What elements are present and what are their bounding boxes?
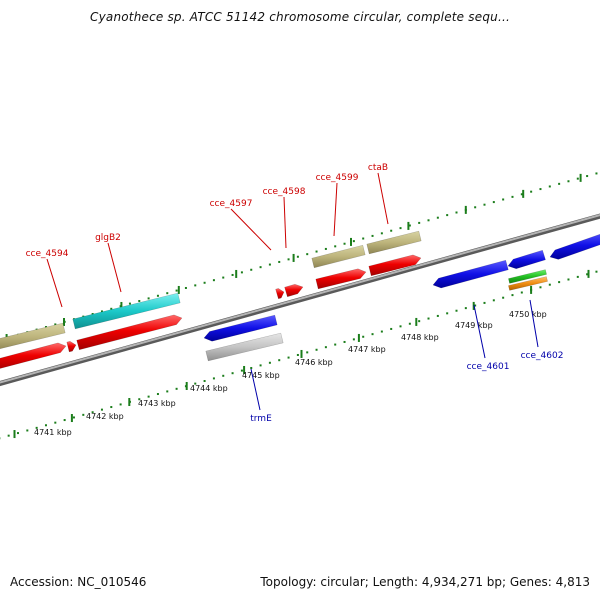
feature-red-glgB2 — [76, 314, 183, 351]
leader-line — [230, 208, 272, 251]
scale-labels: 4741 kbp 4742 kbp 4743 kbp 4744 kbp 4745 kbp… — [34, 310, 547, 437]
gene-name: trmE — [250, 414, 272, 424]
chromosome-backbone — [0, 213, 600, 387]
scale-label-7: 4747 kbp — [348, 345, 386, 354]
leader-line — [377, 172, 389, 225]
leader-line — [333, 182, 338, 237]
map-title: Cyanothece sp. ATCC 51142 chromosome cir… — [90, 10, 510, 24]
gene-features — [0, 230, 600, 369]
leader-line — [283, 196, 287, 249]
gene-label-fwd-1: cce_4594 — [26, 249, 69, 308]
gene-label-fwd-6: ctaB — [368, 163, 389, 225]
gene-label-fwd-2: glgB2 — [95, 233, 122, 293]
backbone-highlight — [0, 214, 600, 384]
feature-olive-4599 — [311, 244, 366, 269]
tick-marks — [0, 172, 598, 440]
feature-blue-4601 — [432, 259, 509, 289]
gene-name: cce_4594 — [26, 249, 69, 259]
leader-line — [46, 258, 63, 308]
gene-name: cce_4601 — [467, 362, 510, 372]
feature-blue-trmE — [203, 314, 278, 342]
gene-name: cce_4598 — [263, 187, 306, 197]
gene-label-rev-2: cce_4601 — [467, 304, 510, 372]
feature-red-4597 — [275, 288, 285, 300]
gene-label-fwd-3: cce_4597 — [210, 199, 272, 251]
feature-red-small — [66, 341, 77, 353]
scale-label-8: 4748 kbp — [401, 333, 439, 342]
scale-label-3: 4743 kbp — [138, 399, 176, 408]
gene-labels: cce_4594 glgB2 cce_4597 cce_4598 cce_4599 cta… — [26, 163, 564, 424]
feature-olive-ctaB — [366, 230, 422, 255]
gene-name: cce_4599 — [316, 173, 359, 183]
scale-label-1: 4741 kbp — [34, 428, 72, 437]
gene-label-rev-3: cce_4602 — [521, 299, 564, 361]
scale-label-10: 4750 kbp — [509, 310, 547, 319]
feature-red-ctaB — [368, 254, 422, 277]
leader-line — [529, 299, 539, 348]
gene-label-fwd-4: cce_4598 — [263, 187, 306, 249]
gene-label-fwd-5: cce_4599 — [316, 173, 359, 237]
feature-blue-right — [549, 233, 600, 260]
scale-label-6: 4746 kbp — [295, 358, 333, 367]
feature-orange-4602 — [508, 276, 548, 291]
gene-name: glgB2 — [95, 233, 121, 243]
feature-red-4598 — [284, 283, 304, 298]
gene-label-rev-1: trmE — [250, 368, 272, 424]
feature-olive-1 — [0, 322, 66, 350]
topology-summary: Topology: circular; Length: 4,934,271 bp… — [260, 575, 590, 589]
feature-green-4602 — [508, 269, 547, 284]
leader-line — [107, 242, 122, 293]
gene-name: cce_4602 — [521, 351, 564, 361]
scale-label-4: 4744 kbp — [190, 384, 228, 393]
scale-label-9: 4749 kbp — [455, 321, 493, 330]
leader-line — [250, 368, 261, 411]
feature-gray-trmE — [205, 332, 284, 362]
scale-label-5: 4745 kbp — [242, 371, 280, 380]
gene-name: cce_4597 — [210, 199, 253, 209]
feature-red-4599 — [315, 268, 367, 290]
feature-blue-4602 — [507, 249, 546, 269]
leader-line — [473, 304, 486, 359]
scale-label-2: 4742 kbp — [86, 412, 124, 421]
accession-text: Accession: NC_010546 — [10, 575, 147, 589]
feature-red-4594 — [0, 342, 67, 369]
gene-name: ctaB — [368, 163, 388, 173]
feature-cyan-glgB2 — [72, 292, 181, 330]
